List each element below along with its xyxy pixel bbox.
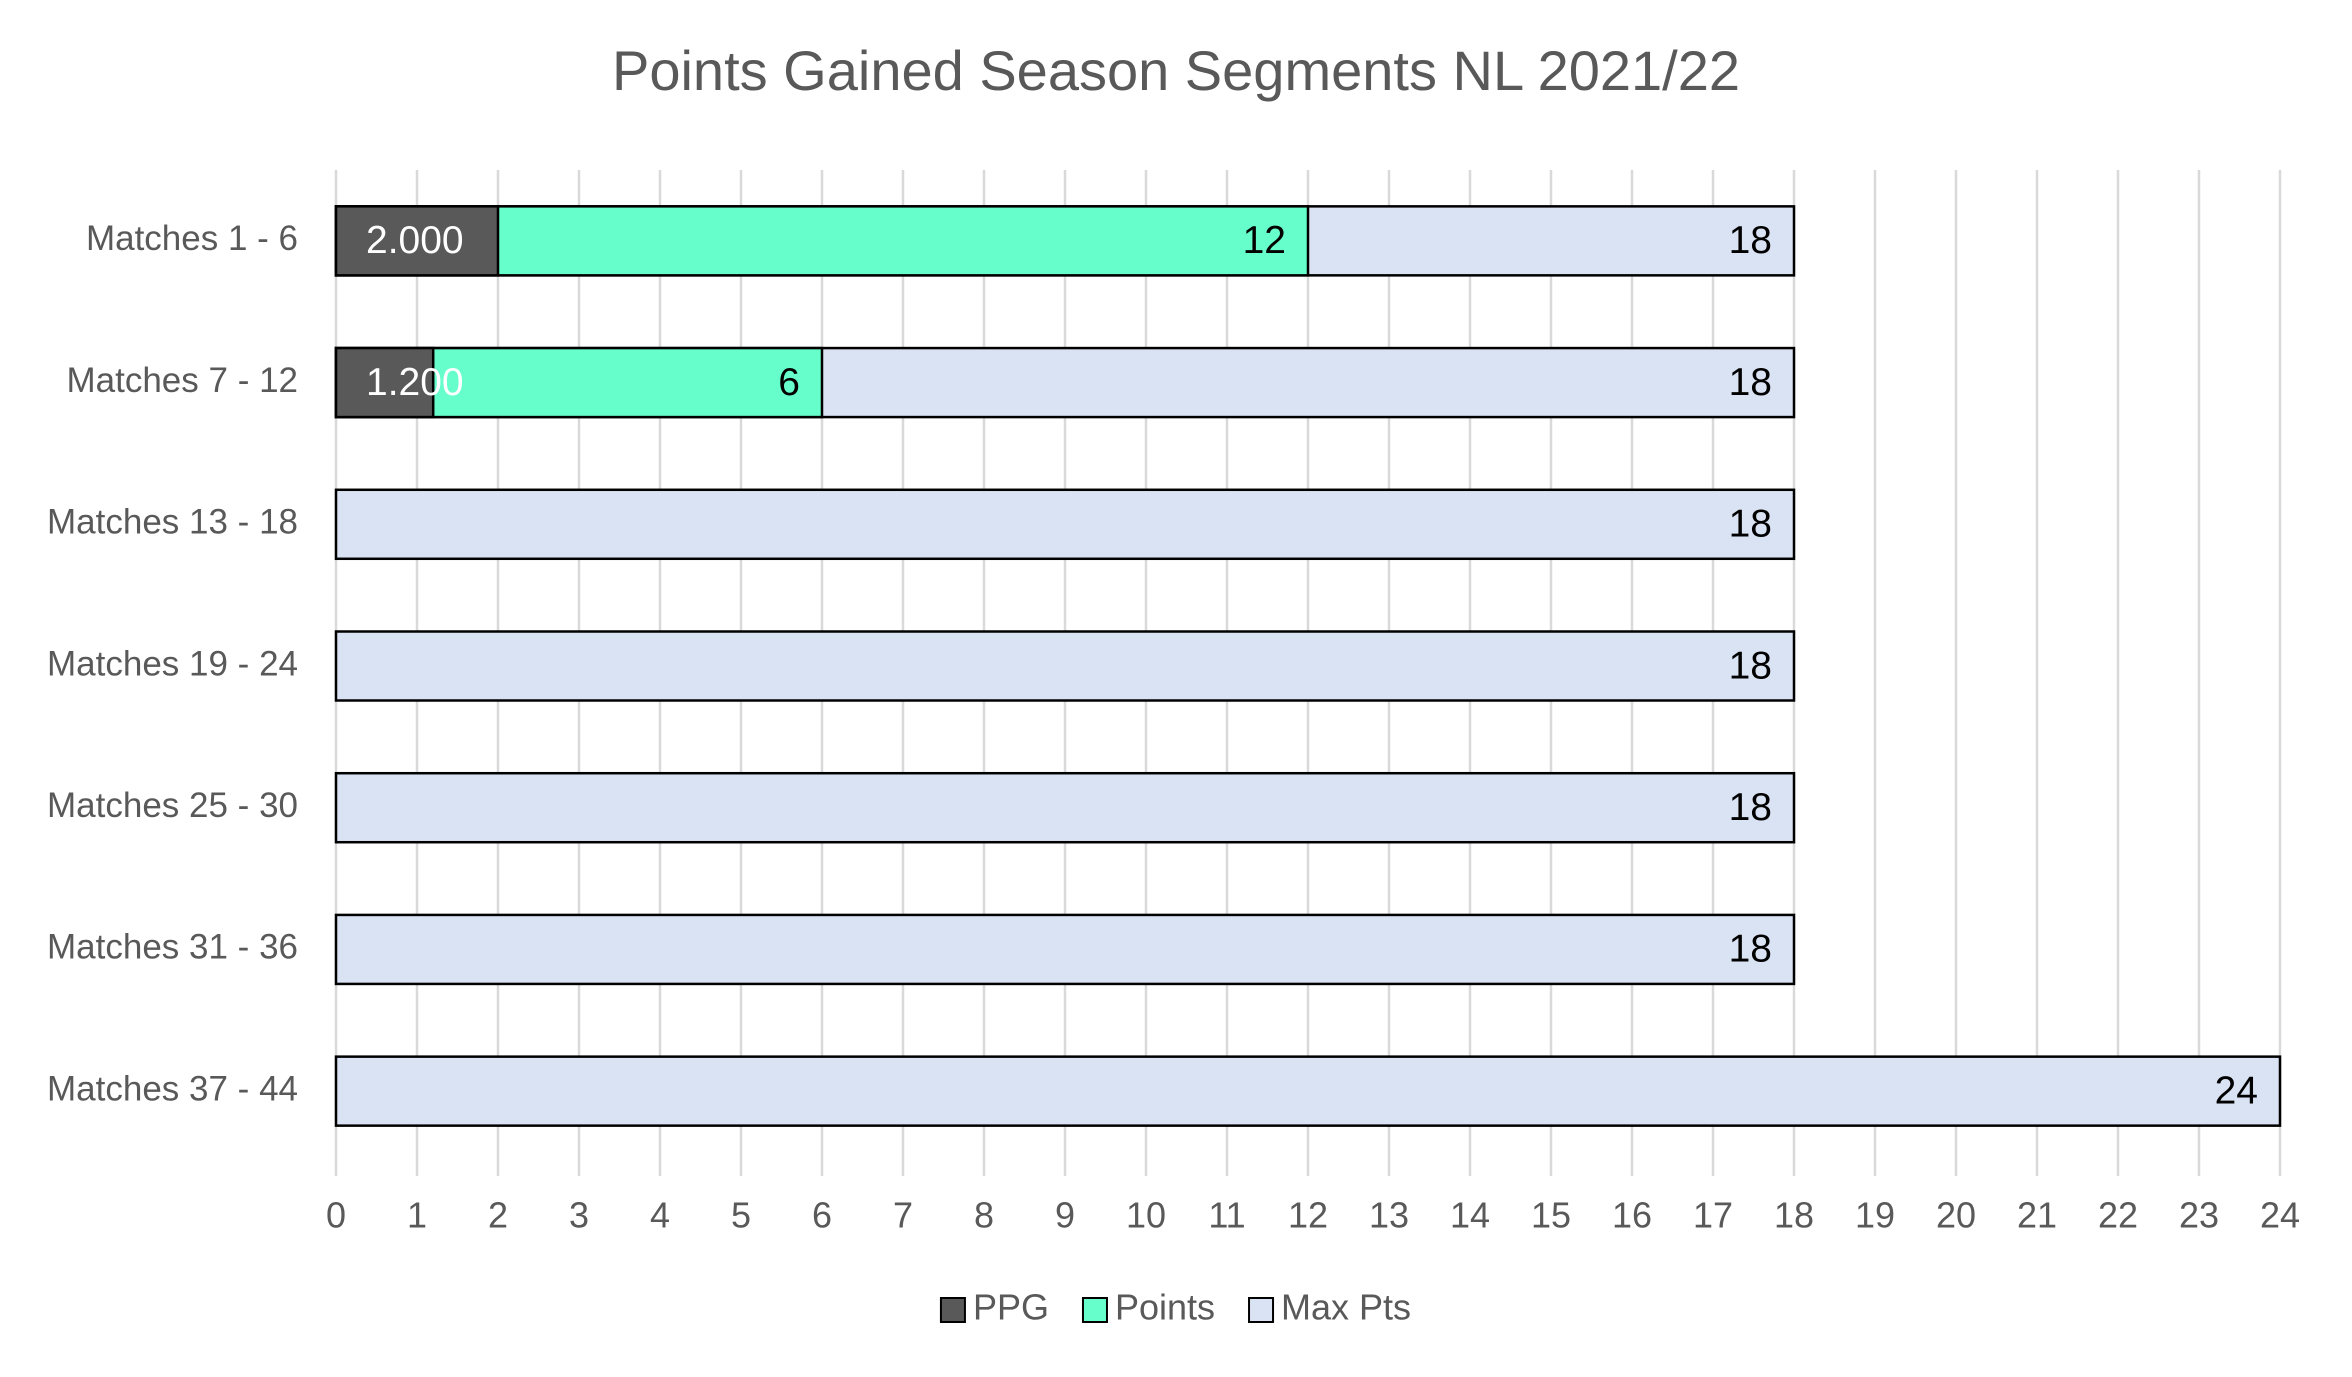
data-label: 18	[1729, 786, 1772, 829]
x-tick-label: 4	[650, 1195, 670, 1236]
y-tick-label: Matches 13 - 18	[47, 503, 298, 542]
bar	[334, 913, 1796, 986]
y-tick-label: Matches 7 - 12	[67, 361, 299, 400]
data-label: 24	[2215, 1069, 2258, 1112]
x-tick-label: 0	[326, 1195, 346, 1236]
x-tick-label: 3	[569, 1195, 589, 1236]
x-tick-label: 10	[1126, 1195, 1166, 1236]
x-tick-label: 18	[1774, 1195, 1814, 1236]
x-tick-label: 6	[812, 1195, 832, 1236]
x-tick-label: 8	[974, 1195, 994, 1236]
x-tick-label: 16	[1612, 1195, 1652, 1236]
data-label: 18	[1729, 503, 1772, 546]
legend-swatch	[939, 1297, 966, 1323]
legend: PPG Points Max Pts	[939, 1287, 1411, 1328]
data-label: 1.200	[366, 361, 464, 404]
legend-swatch	[1081, 1297, 1108, 1323]
x-tick-label: 11	[1208, 1195, 1245, 1236]
bar	[334, 1055, 2282, 1127]
x-tick-label: 2	[488, 1195, 508, 1236]
x-tick-label: 23	[2179, 1195, 2219, 1236]
legend-label: Max Pts	[1281, 1287, 1411, 1328]
y-tick-label: Matches 19 - 24	[47, 644, 298, 683]
data-label: 12	[1243, 219, 1286, 262]
data-label: 18	[1729, 928, 1772, 971]
x-tick-label: 21	[2017, 1195, 2057, 1236]
y-tick-label: Matches 31 - 36	[47, 928, 298, 967]
bar	[334, 488, 1796, 561]
x-tick-label: 9	[1055, 1195, 1075, 1236]
data-label: 6	[778, 361, 800, 404]
data-label: 18	[1729, 219, 1772, 262]
x-tick-label: 22	[2098, 1195, 2138, 1236]
x-tick-label: 7	[893, 1195, 913, 1236]
x-tick-label: 15	[1531, 1195, 1571, 1236]
data-label: 18	[1729, 644, 1772, 687]
legend-label: Points	[1115, 1287, 1215, 1328]
y-tick-label: Matches 25 - 30	[47, 786, 298, 825]
legend-label: PPG	[973, 1287, 1049, 1328]
bar	[334, 630, 1796, 702]
bar	[334, 346, 435, 419]
x-tick-label: 17	[1693, 1195, 1733, 1236]
bar	[334, 205, 500, 277]
x-tick-label: 20	[1936, 1195, 1976, 1236]
x-tick-label: 13	[1369, 1195, 1409, 1236]
bar	[334, 771, 1796, 844]
x-tick-label: 5	[731, 1195, 751, 1236]
y-tick-label: Matches 37 - 44	[47, 1069, 298, 1108]
x-tick-label: 12	[1288, 1195, 1328, 1236]
x-tick-label: 24	[2260, 1195, 2300, 1236]
data-label: 2.000	[366, 219, 464, 262]
x-tick-label: 14	[1450, 1195, 1490, 1236]
x-tick-label: 1	[407, 1195, 427, 1236]
x-tick-label: 19	[1855, 1195, 1895, 1236]
data-label: 18	[1729, 361, 1772, 404]
y-tick-label: Matches 1 - 6	[86, 219, 298, 258]
legend-swatch	[1248, 1297, 1275, 1323]
chart-title: Points Gained Season Segments NL 2021/22	[612, 39, 1740, 102]
